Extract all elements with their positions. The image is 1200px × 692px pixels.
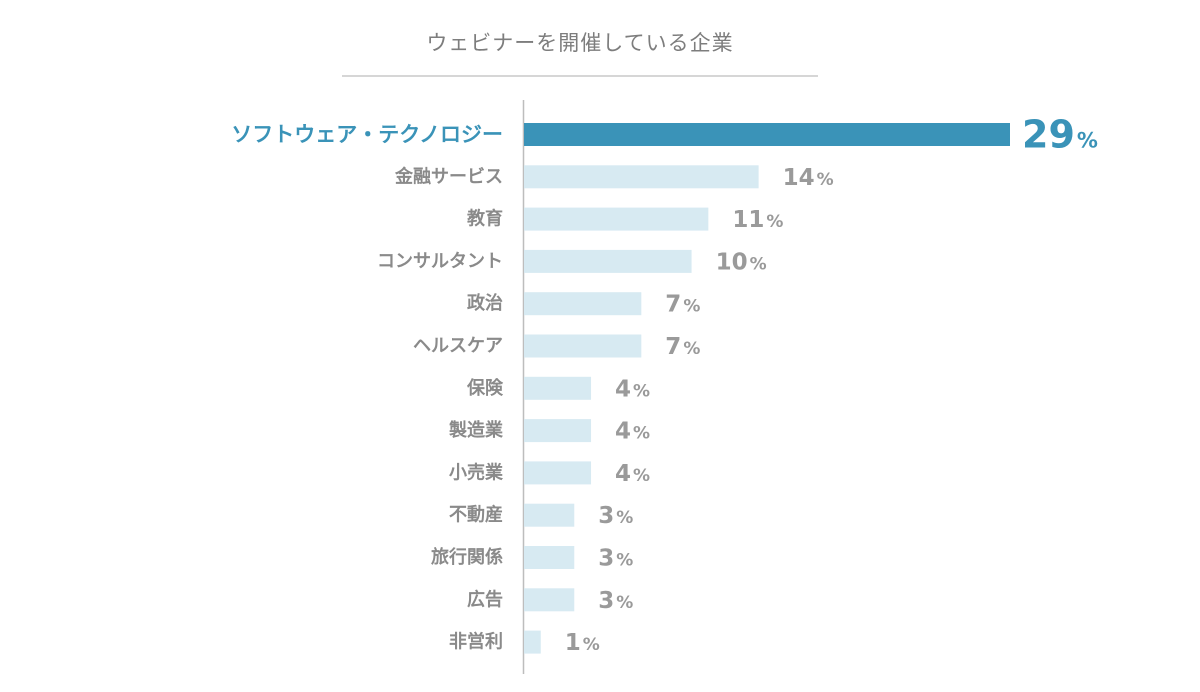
category-label-7: 製造業 [448, 419, 504, 441]
value-label-9: 3% [598, 503, 633, 529]
value-label-6: 4% [615, 376, 650, 402]
value-unit-0: % [1077, 129, 1098, 153]
bar-12 [524, 630, 541, 654]
value-labels-layer: 29%14 %11 %10 %7 %7 %4 %4 %4 %3 %3 %3 %1% [565, 113, 1098, 657]
value-unit-4: % [683, 297, 700, 317]
value-label-2: 11% [732, 207, 783, 233]
bar-7 [524, 419, 592, 443]
value-label-10: 3% [598, 546, 633, 572]
value-unit-6: % [633, 381, 650, 401]
value-label-12: 1% [565, 630, 600, 656]
value-unit-3: % [750, 254, 767, 274]
category-label-8: 小売業 [449, 461, 504, 483]
value-label-3: 10% [716, 249, 767, 275]
value-number-2: 11 [732, 207, 764, 233]
value-label-11: 3% [598, 588, 633, 614]
value-label-1: 14% [783, 165, 834, 191]
category-label-0: ソフトウェア・テクノロジー [231, 123, 503, 147]
value-label-4: 7% [665, 292, 700, 318]
value-label-5: 7% [665, 334, 700, 360]
value-number-0: 29 [1022, 113, 1075, 157]
value-number-5: 7 [665, 334, 681, 360]
bar-10 [524, 546, 575, 569]
bar-8 [524, 461, 592, 485]
value-label-8: 4% [615, 461, 650, 487]
value-number-12: 1 [565, 630, 581, 656]
value-unit-8: % [633, 466, 650, 486]
value-number-1: 14 [783, 165, 815, 191]
value-unit-12: % [583, 635, 600, 655]
category-label-4: 政治 [467, 292, 503, 314]
value-unit-10: % [616, 551, 633, 571]
value-number-10: 3 [598, 546, 614, 572]
chart-title: ウェビナーを開催している企業 [426, 31, 733, 55]
category-label-10: 旅行関係 [431, 546, 503, 568]
value-label-7: 4% [615, 419, 650, 445]
value-unit-11: % [616, 593, 633, 613]
value-unit-9: % [616, 508, 633, 528]
category-labels-layer: ソフトウェア・テクノロジー金融サービス教育コンサルタント政治ヘルスケア保険製造業… [231, 123, 504, 653]
bar-11 [524, 588, 575, 612]
category-label-11: 広告 [467, 588, 503, 610]
category-label-2: 教育 [467, 208, 503, 230]
bar-2 [524, 207, 709, 231]
bar-5 [524, 334, 642, 358]
value-number-6: 4 [615, 376, 631, 402]
bars-layer [524, 123, 1010, 654]
category-label-6: 保険 [466, 377, 504, 399]
value-number-8: 4 [615, 461, 631, 487]
category-label-12: 非営利 [449, 631, 503, 653]
category-label-9: 不動産 [449, 504, 503, 526]
value-unit-7: % [633, 424, 650, 444]
value-unit-1: % [817, 170, 834, 190]
bar-9 [524, 503, 575, 527]
value-number-11: 3 [598, 588, 614, 614]
value-number-7: 4 [615, 419, 631, 445]
bar-1 [524, 165, 759, 189]
bar-0 [524, 123, 1010, 146]
value-number-3: 10 [716, 249, 748, 275]
bar-4 [524, 292, 642, 316]
value-number-9: 3 [598, 503, 614, 529]
category-label-5: ヘルスケア [413, 336, 503, 357]
value-number-4: 7 [665, 292, 681, 318]
bar-6 [524, 376, 592, 400]
category-label-1: 金融サービス [394, 165, 503, 187]
value-unit-2: % [766, 212, 783, 232]
bar-3 [524, 249, 692, 273]
category-label-3: コンサルタント [377, 251, 503, 272]
value-unit-5: % [683, 339, 700, 359]
value-label-0: 29% [1022, 113, 1098, 157]
